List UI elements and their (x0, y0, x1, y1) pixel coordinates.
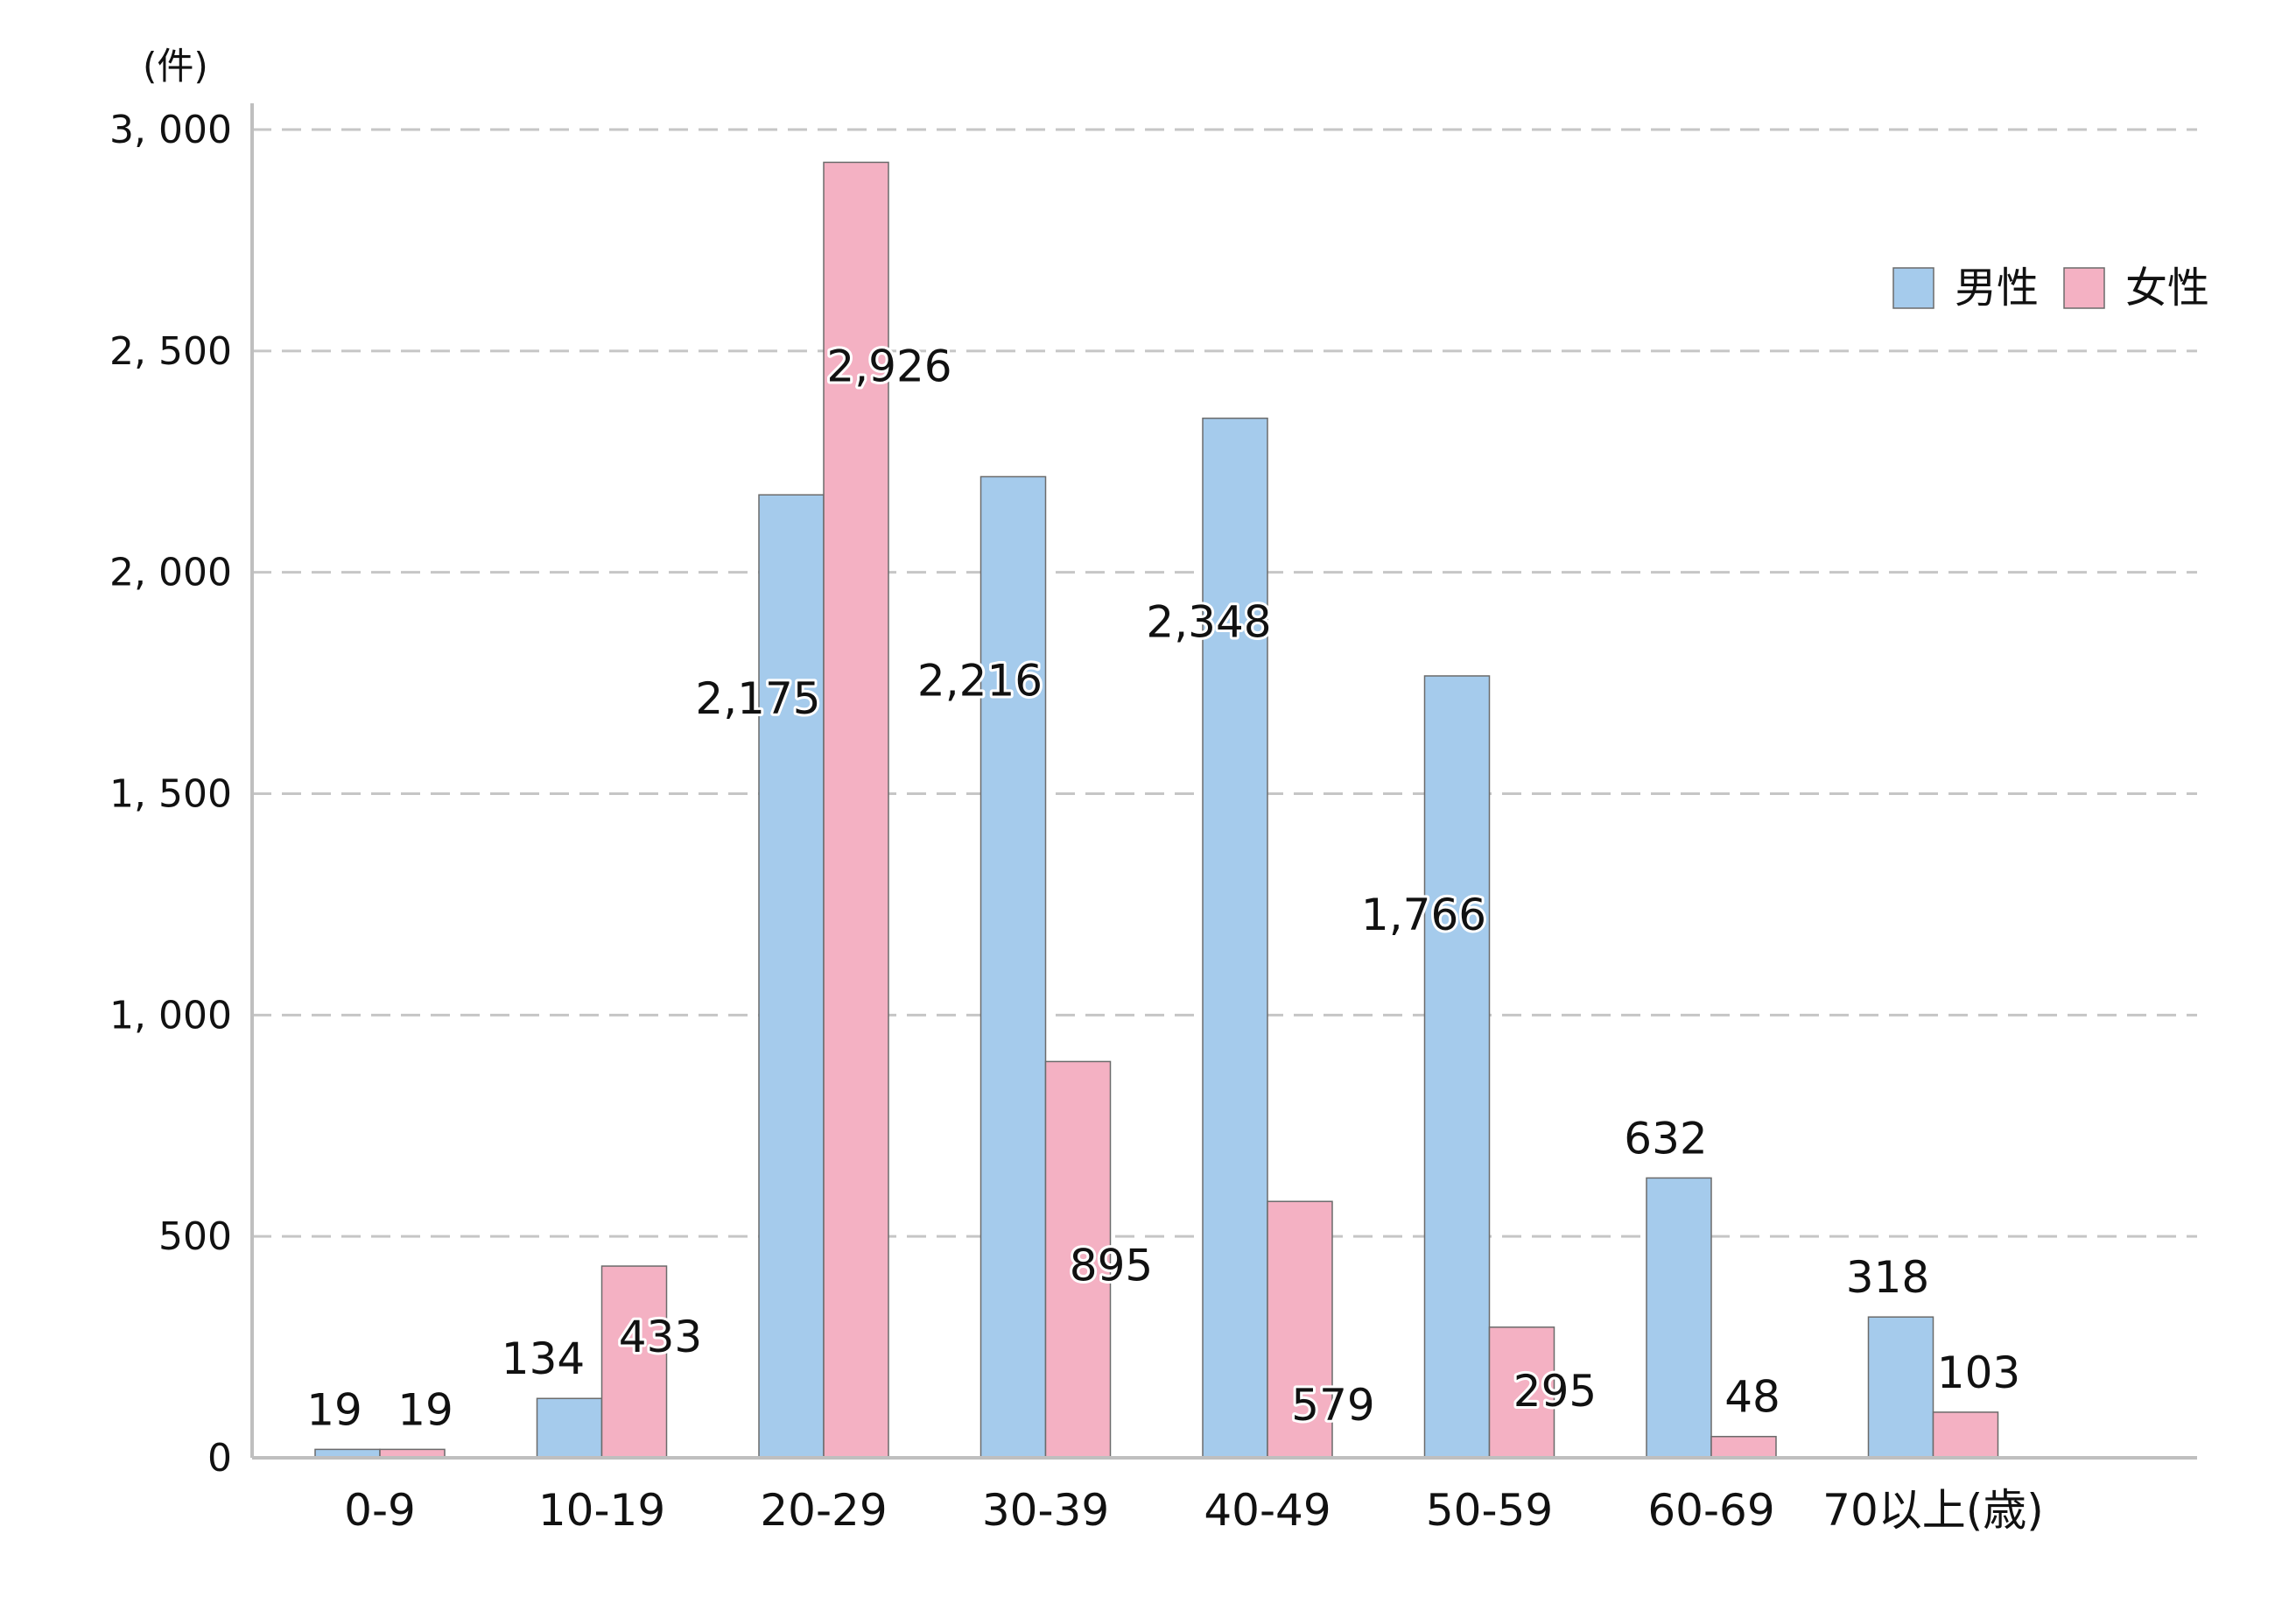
x-tick-label: 0-9 (344, 1485, 416, 1536)
data-label: 579 (1291, 1380, 1374, 1431)
axes: 0 500 1, 000 1, 500 2, 000 2, 500 3, 000 0-9 10-… (109, 103, 2197, 1536)
data-label: 2,926 (826, 341, 951, 391)
y-axis-unit-label: (件) (143, 45, 208, 88)
y-tick-label: 1, 000 (109, 993, 232, 1038)
bar-male (979, 475, 1047, 1459)
data-label: 134 (502, 1333, 585, 1384)
data-label: 895 (1070, 1240, 1153, 1291)
bar-female (1710, 1435, 1777, 1459)
bar-female (1488, 1326, 1555, 1459)
data-label: 2,216 (917, 655, 1043, 706)
data-label: 433 (619, 1312, 702, 1362)
legend: 男性 女性 (1892, 264, 2209, 313)
bar-male (1423, 675, 1491, 1459)
x-tick-label: 60-69 (1647, 1485, 1774, 1536)
data-label: 295 (1513, 1366, 1597, 1417)
bar-female (1932, 1411, 1999, 1459)
bars (314, 161, 1999, 1459)
x-tick-label: 70以上(歳) (1822, 1485, 2044, 1536)
bar-male (758, 494, 825, 1459)
bar-male (1867, 1316, 1934, 1459)
data-label: 48 (1724, 1372, 1780, 1423)
bar-male (1202, 417, 1268, 1459)
bar-male (1646, 1177, 1712, 1459)
legend-label: 男性 (1955, 264, 2039, 313)
data-labels: 19 19 134 433 2,175 2,926 2,216 895 2,348 579 1,76… (304, 338, 2023, 1438)
x-tick-label: 20-29 (760, 1485, 887, 1536)
data-label: 19 (397, 1384, 453, 1435)
data-label: 632 (1624, 1113, 1707, 1164)
x-tick-label: 30-39 (982, 1485, 1109, 1536)
data-label: 2,175 (695, 673, 820, 724)
x-tick-label: 40-49 (1204, 1485, 1331, 1536)
bar-female (1044, 1060, 1112, 1459)
data-label: 2,348 (1146, 597, 1271, 648)
y-tick-label: 0 (207, 1436, 232, 1481)
bar-female (600, 1265, 668, 1459)
y-tick-label: 500 (158, 1214, 232, 1259)
legend-label: 女性 (2125, 264, 2209, 313)
legend-swatch (2063, 267, 2105, 309)
data-label: 1,766 (1361, 890, 1486, 940)
legend-swatch (1892, 267, 1934, 309)
data-label: 103 (1937, 1347, 2020, 1398)
y-tick-label: 2, 000 (109, 551, 232, 595)
data-label: 318 (1846, 1252, 1929, 1303)
y-tick-label: 1, 500 (109, 772, 232, 817)
y-tick-label: 3, 000 (109, 108, 232, 152)
data-label: 19 (306, 1384, 362, 1435)
bar-female (1267, 1200, 1333, 1459)
y-tick-label: 2, 500 (109, 329, 232, 374)
bar-male (536, 1397, 603, 1459)
x-tick-label: 10-19 (538, 1485, 665, 1536)
gridlines (252, 128, 2197, 1238)
x-tick-label: 50-59 (1426, 1485, 1553, 1536)
